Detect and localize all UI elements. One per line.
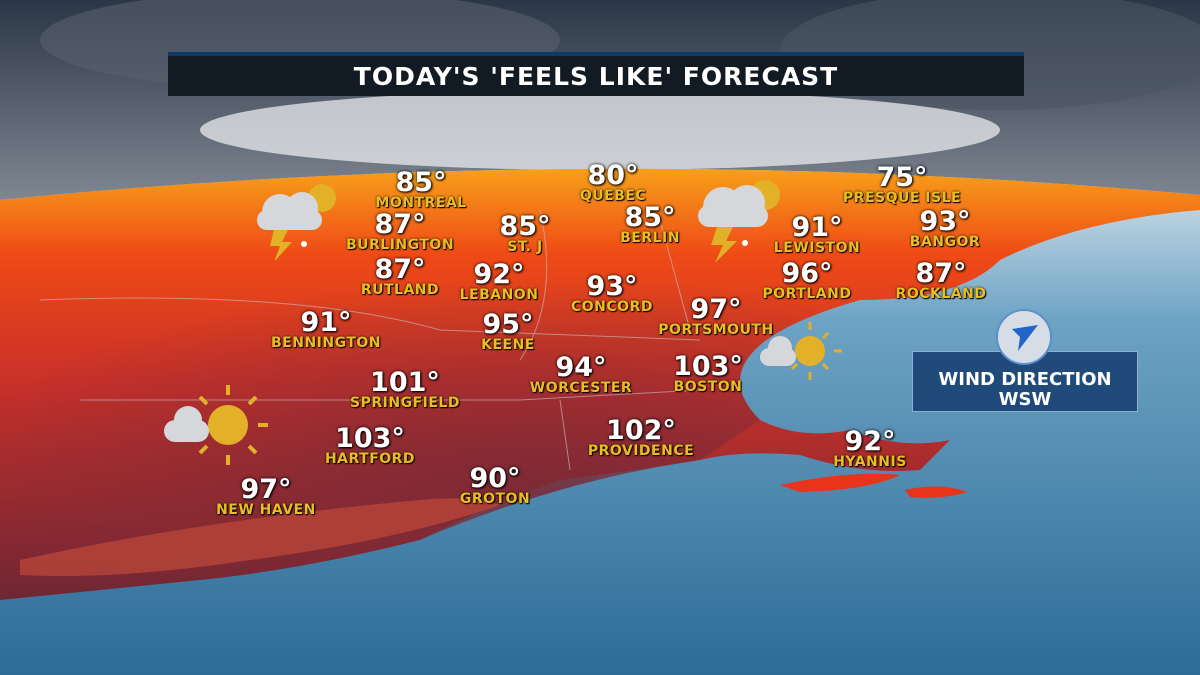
city-montreal: 85° MONTREAL — [375, 167, 467, 211]
city-name: ST. J — [507, 239, 543, 255]
city-name: PRESQUE ISLE — [842, 190, 962, 206]
city-temp: 93° — [919, 206, 971, 237]
city-lebanon: 92° LEBANON — [459, 259, 539, 303]
city-name: PORTLAND — [762, 286, 852, 302]
city-rutland: 87° RUTLAND — [360, 254, 440, 298]
city-temp: 101° — [370, 367, 440, 398]
city-name: QUEBEC — [579, 188, 647, 204]
city-name: BURLINGTON — [345, 237, 455, 253]
city-name: BERLIN — [620, 230, 680, 246]
city-temp: 91° — [300, 307, 352, 338]
city-name: LEWISTON — [773, 240, 861, 256]
city-name: KEENE — [481, 337, 535, 353]
city-temp: 90° — [469, 463, 521, 494]
city-name: GROTON — [459, 491, 531, 507]
city-temp: 87° — [374, 254, 426, 285]
city-hartford: 103° HARTFORD — [324, 423, 416, 467]
city-concord: 93° CONCORD — [571, 271, 653, 315]
city-name: BANGOR — [909, 234, 981, 250]
city-portland: 96° PORTLAND — [762, 258, 852, 302]
wind-arrow-icon — [996, 309, 1052, 365]
city-temp: 103° — [673, 351, 743, 382]
city-providence: 102° PROVIDENCE — [587, 415, 695, 459]
city-bangor: 93° BANGOR — [909, 206, 981, 250]
city-temp: 80° — [587, 160, 639, 191]
city-temp: 87° — [915, 258, 967, 289]
wind-direction-panel: WIND DIRECTION WSW — [912, 351, 1138, 412]
city-temp: 95° — [482, 309, 534, 340]
city-lewiston: 91° LEWISTON — [773, 212, 861, 256]
city-rockland: 87° ROCKLAND — [895, 258, 987, 302]
city-name: LEBANON — [459, 287, 539, 303]
city-temp: 87° — [374, 209, 426, 240]
city-name: RUTLAND — [360, 282, 440, 298]
city-temp: 92° — [844, 426, 896, 457]
city-temp: 102° — [606, 415, 676, 446]
partly-sunny-icon — [760, 322, 842, 380]
city-quebec: 80° QUEBEC — [579, 160, 647, 204]
city-springfield: 101° SPRINGFIELD — [350, 367, 460, 411]
city-keene: 95° KEENE — [481, 309, 535, 353]
city-temp: 92° — [473, 259, 525, 290]
city-name: WORCESTER — [529, 380, 633, 396]
city-temp: 94° — [555, 352, 607, 383]
city-presque-isle: 75° PRESQUE ISLE — [842, 162, 962, 206]
city-name: HARTFORD — [324, 451, 416, 467]
city-temp: 97° — [240, 474, 292, 505]
thunderstorm-sun-icon — [257, 184, 336, 260]
city-boston: 103° BOSTON — [673, 351, 743, 395]
city-name: BOSTON — [673, 379, 743, 395]
city-temp: 85° — [624, 202, 676, 233]
city-name: SPRINGFIELD — [350, 395, 460, 411]
city-bennington: 91° BENNINGTON — [270, 307, 382, 351]
city-name: NEW HAVEN — [216, 502, 316, 518]
city-name: PROVIDENCE — [587, 443, 695, 459]
wind-direction-value: WSW — [998, 389, 1052, 410]
city-st-j: 85° ST. J — [499, 211, 551, 255]
wind-label: WIND DIRECTION — [938, 369, 1112, 390]
city-name: HYANNIS — [833, 454, 907, 470]
city-burlington: 87° BURLINGTON — [345, 209, 455, 253]
city-temp: 93° — [586, 271, 638, 302]
city-name: MONTREAL — [375, 195, 467, 211]
city-berlin: 85° BERLIN — [620, 202, 680, 246]
partly-sunny-icon — [164, 385, 268, 465]
city-temp: 91° — [791, 212, 843, 243]
city-name: ROCKLAND — [895, 286, 987, 302]
city-new-haven: 97° NEW HAVEN — [216, 474, 316, 518]
city-temp: 75° — [876, 162, 928, 193]
city-worcester: 94° WORCESTER — [529, 352, 633, 396]
city-name: BENNINGTON — [270, 335, 382, 351]
city-hyannis: 92° HYANNIS — [833, 426, 907, 470]
city-groton: 90° GROTON — [459, 463, 531, 507]
city-temp: 85° — [395, 167, 447, 198]
thunderstorm-sun-icon — [698, 180, 780, 263]
forecast-title: TODAY'S 'FEELS LIKE' FORECAST — [168, 52, 1024, 96]
city-temp: 103° — [335, 423, 405, 454]
city-temp: 96° — [781, 258, 833, 289]
city-name: PORTSMOUTH — [658, 322, 774, 338]
city-name: CONCORD — [571, 299, 653, 315]
city-temp: 97° — [690, 294, 742, 325]
city-temp: 85° — [499, 211, 551, 242]
city-portsmouth: 97° PORTSMOUTH — [658, 294, 774, 338]
